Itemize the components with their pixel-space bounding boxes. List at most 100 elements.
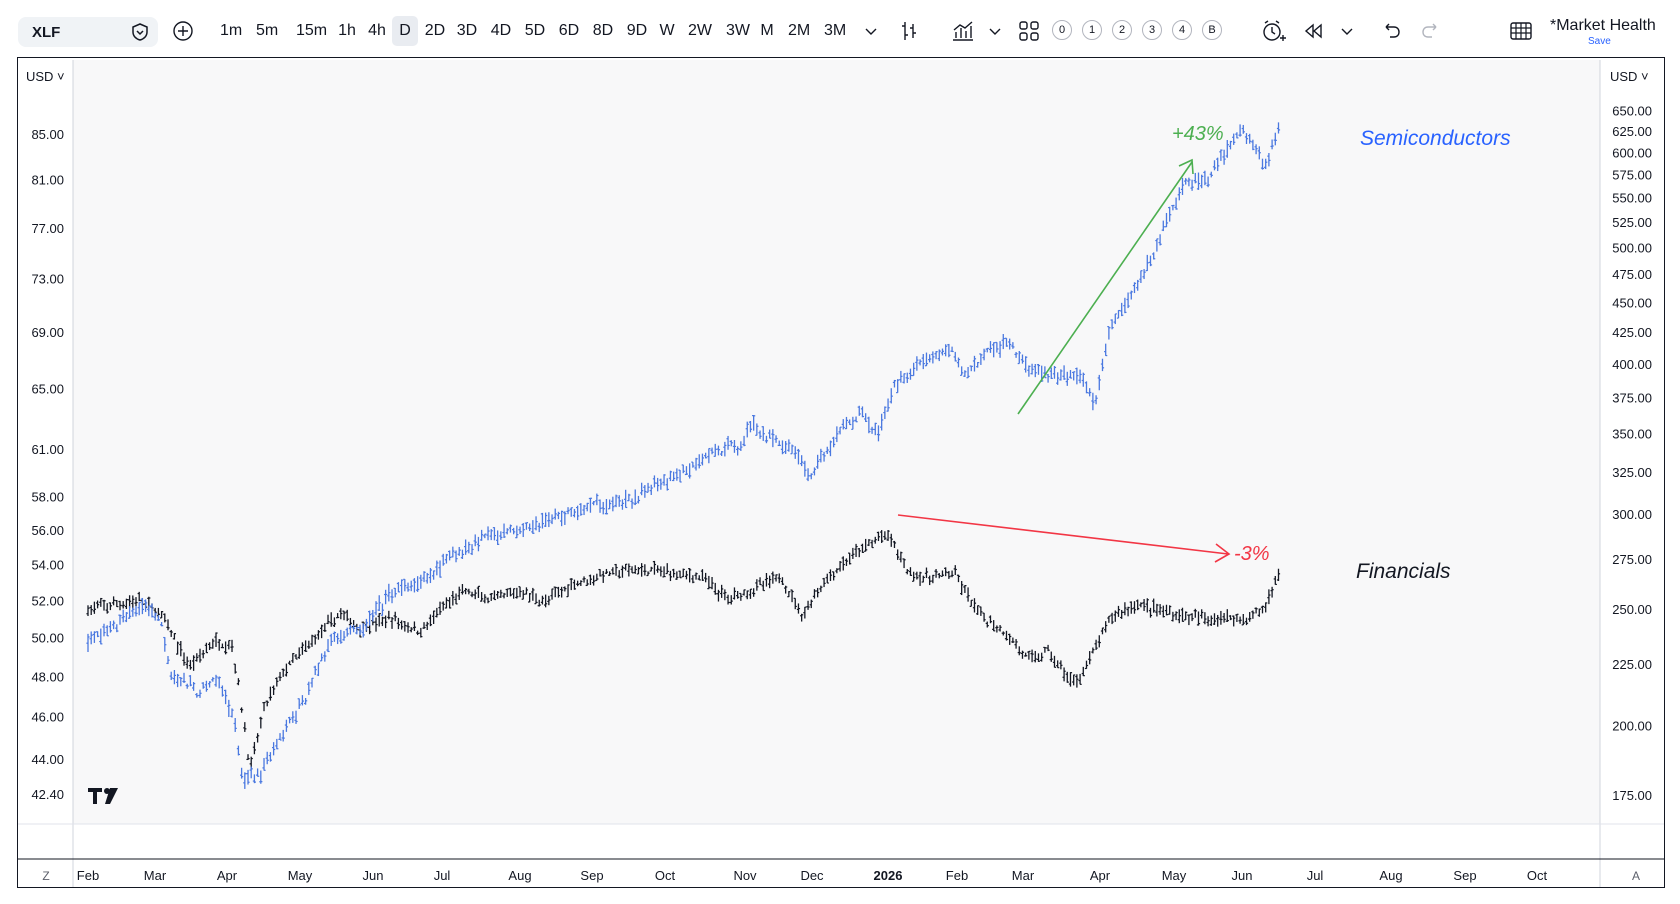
layout-grid-icon[interactable] bbox=[1508, 18, 1534, 44]
ohlc-bar bbox=[131, 607, 135, 617]
logo-part bbox=[88, 788, 102, 804]
ohlc-bar bbox=[822, 577, 826, 588]
redo-icon[interactable] bbox=[1418, 18, 1444, 44]
interval-2m[interactable]: 2M bbox=[788, 22, 811, 39]
ohlc-bar bbox=[569, 507, 573, 517]
replay-icon[interactable] bbox=[1300, 18, 1326, 44]
interval-15m[interactable]: 15m bbox=[296, 22, 328, 39]
quick-button-1[interactable]: 1 bbox=[1082, 20, 1102, 40]
right-tick-label: 375.00 bbox=[1612, 390, 1652, 405]
interval-4d[interactable]: 4D bbox=[490, 22, 512, 39]
interval-w[interactable]: W bbox=[659, 22, 675, 39]
interval-d[interactable]: D bbox=[392, 16, 418, 46]
interval-8d[interactable]: 8D bbox=[592, 22, 614, 39]
ohlc-bar bbox=[464, 588, 468, 595]
ohlc-bar bbox=[1062, 365, 1066, 380]
time-tick-label: Jun bbox=[363, 868, 384, 883]
ohlc-bar bbox=[982, 348, 986, 361]
interval-3d[interactable]: 3D bbox=[456, 22, 478, 39]
symbol-search[interactable]: XLF bbox=[18, 17, 158, 47]
ohlc-bar bbox=[585, 579, 589, 587]
ohlc-bar bbox=[243, 772, 247, 789]
interval-2d[interactable]: 2D bbox=[424, 22, 446, 39]
layout-name[interactable]: *Market Health bbox=[1550, 17, 1656, 34]
ohlc-bar bbox=[1030, 363, 1034, 375]
ohlc-bar bbox=[531, 587, 535, 601]
timezone-button[interactable]: Z bbox=[42, 869, 49, 883]
templates-grid-icon[interactable] bbox=[1016, 18, 1042, 44]
bar-style-icon[interactable] bbox=[896, 18, 922, 44]
ohlc-bar bbox=[390, 589, 394, 604]
save-link[interactable]: Save bbox=[1588, 36, 1611, 47]
quick-button-3[interactable]: 3 bbox=[1142, 20, 1162, 40]
ohlc-bar bbox=[1174, 611, 1178, 621]
quick-button-0[interactable]: 0 bbox=[1052, 20, 1072, 40]
interval-3w[interactable]: 3W bbox=[726, 22, 750, 39]
interval-chevron-icon[interactable] bbox=[858, 18, 884, 44]
interval-1h[interactable]: 1h bbox=[338, 22, 356, 39]
ohlc-bar bbox=[486, 526, 490, 541]
ohlc-bar bbox=[201, 649, 205, 659]
ohlc-bar bbox=[307, 681, 311, 695]
ohlc-bar bbox=[169, 671, 173, 681]
undo-icon[interactable] bbox=[1378, 18, 1404, 44]
quick-button-b[interactable]: B bbox=[1202, 20, 1222, 40]
interval-6d[interactable]: 6D bbox=[558, 22, 580, 39]
ohlc-bar bbox=[198, 689, 202, 698]
ohlc-bar bbox=[182, 652, 186, 666]
replay-chevron-icon[interactable] bbox=[1334, 18, 1360, 44]
ohlc-bar bbox=[988, 615, 993, 624]
ohlc-bar bbox=[1084, 660, 1089, 670]
ohlc-bar bbox=[985, 347, 989, 353]
ohlc-bar bbox=[992, 620, 996, 632]
interval-4h[interactable]: 4h bbox=[368, 22, 386, 39]
ohlc-bar bbox=[1225, 140, 1229, 158]
ohlc-bar bbox=[928, 354, 932, 363]
ohlc-bar bbox=[1222, 613, 1226, 623]
ohlc-bar bbox=[1238, 616, 1242, 624]
quick-button-2[interactable]: 2 bbox=[1112, 20, 1132, 40]
ohlc-bar bbox=[89, 631, 93, 645]
auto-scale-button[interactable]: A bbox=[1632, 869, 1640, 883]
loss-arrow-line bbox=[897, 514, 1229, 555]
indicators-icon[interactable] bbox=[950, 18, 976, 44]
ohlc-bar bbox=[729, 595, 733, 605]
interval-2w[interactable]: 2W bbox=[688, 22, 712, 39]
ohlc-bar bbox=[988, 341, 993, 353]
ohlc-bar bbox=[454, 593, 458, 605]
shield-icon[interactable] bbox=[130, 22, 150, 42]
interval-9d[interactable]: 9D bbox=[626, 22, 648, 39]
ohlc-bar bbox=[1065, 671, 1069, 683]
ohlc-bar bbox=[732, 439, 737, 453]
left-currency-selector[interactable]: USD ˅ bbox=[26, 69, 65, 84]
ohlc-bar bbox=[1177, 187, 1181, 201]
alert-clock-icon[interactable] bbox=[1260, 18, 1286, 44]
interval-5d[interactable]: 5D bbox=[524, 22, 546, 39]
ohlc-bar bbox=[499, 531, 503, 540]
ohlc-bar bbox=[131, 595, 135, 609]
ohlc-bar bbox=[256, 768, 260, 777]
interval-1m[interactable]: 1m bbox=[220, 22, 243, 39]
ohlc-bar bbox=[784, 441, 788, 454]
interval-m[interactable]: M bbox=[760, 22, 774, 39]
interval-3m[interactable]: 3M bbox=[824, 22, 847, 39]
ohlc-bar bbox=[921, 354, 925, 370]
right-currency-selector[interactable]: USD ˅ bbox=[1610, 69, 1649, 84]
ohlc-bar bbox=[1180, 607, 1185, 622]
ohlc-bar bbox=[1116, 605, 1121, 617]
indicators-chevron-icon[interactable] bbox=[982, 18, 1008, 44]
quick-button-4[interactable]: 4 bbox=[1172, 20, 1192, 40]
compare-plus-icon[interactable] bbox=[170, 18, 196, 44]
left-tick-label: 44.00 bbox=[31, 752, 64, 767]
ohlc-bar bbox=[1062, 667, 1066, 682]
ohlc-bar bbox=[803, 606, 807, 619]
time-tick-label: May bbox=[1162, 868, 1187, 883]
ohlc-bar bbox=[684, 466, 689, 476]
ohlc-bar bbox=[643, 485, 647, 498]
ohlc-bar bbox=[208, 681, 212, 688]
interval-5m[interactable]: 5m bbox=[256, 22, 279, 39]
ohlc-bar bbox=[1104, 343, 1108, 357]
ohlc-bar bbox=[1094, 639, 1098, 650]
ohlc-bar bbox=[713, 582, 717, 595]
